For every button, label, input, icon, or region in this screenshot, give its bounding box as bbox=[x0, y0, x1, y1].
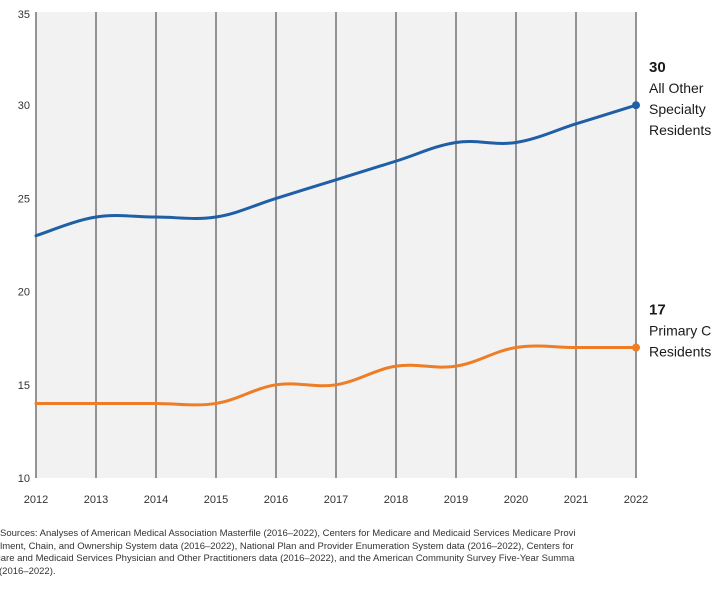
y-tick-label: 30 bbox=[18, 100, 30, 112]
end-value-label: 17 bbox=[649, 302, 666, 319]
series-end-label: Residents bbox=[649, 122, 711, 138]
x-tick-label: 2021 bbox=[564, 494, 588, 506]
y-tick-label: 25 bbox=[18, 193, 30, 205]
y-tick-label: 35 bbox=[18, 9, 30, 21]
end-labels: 30 All Other Specialty Residents 17 Primary C… bbox=[649, 59, 711, 359]
source-line-3: care and Medicaid Services Physician and… bbox=[0, 553, 575, 564]
x-tick-label: 2012 bbox=[24, 494, 48, 506]
x-tick-label: 2018 bbox=[384, 494, 408, 506]
series-lines bbox=[34, 101, 640, 407]
source-line-4: (2016–2022). bbox=[0, 565, 56, 577]
series-line bbox=[34, 344, 638, 407]
end-point bbox=[632, 343, 640, 352]
x-tick-label: 2019 bbox=[444, 494, 468, 506]
x-axis-ticks: 2012 2013 2014 2015 2016 2017 2018 2019 2020 2021… bbox=[24, 494, 648, 506]
y-tick-label: 15 bbox=[18, 380, 30, 392]
end-value-label: 30 bbox=[649, 59, 666, 76]
series-end-label: All Other bbox=[649, 80, 704, 96]
y-tick-label: 20 bbox=[18, 287, 30, 299]
series-end-label: Residents bbox=[649, 344, 711, 360]
end-point bbox=[632, 101, 640, 110]
x-tick-label: 2016 bbox=[264, 494, 288, 506]
source-line-1: Sources: Analyses of American Medical As… bbox=[0, 528, 576, 539]
y-axis-ticks: 10 15 20 25 30 35 bbox=[18, 9, 30, 485]
x-tick-label: 2014 bbox=[144, 494, 168, 506]
x-tick-label: 2020 bbox=[504, 494, 528, 506]
source-note: Sources: Analyses of American Medical As… bbox=[0, 528, 720, 578]
x-tick-label: 2022 bbox=[624, 494, 648, 506]
x-tick-label: 2017 bbox=[324, 494, 348, 506]
source-line-2: llment, Chain, and Ownership System data… bbox=[0, 540, 574, 552]
x-tick-label: 2015 bbox=[204, 494, 228, 506]
x-tick-label: 2013 bbox=[84, 494, 108, 506]
series-end-label: Specialty bbox=[649, 101, 706, 117]
y-tick-label: 10 bbox=[18, 473, 30, 485]
series-end-label: Primary C bbox=[649, 323, 711, 339]
grid-lines bbox=[35, 12, 637, 478]
